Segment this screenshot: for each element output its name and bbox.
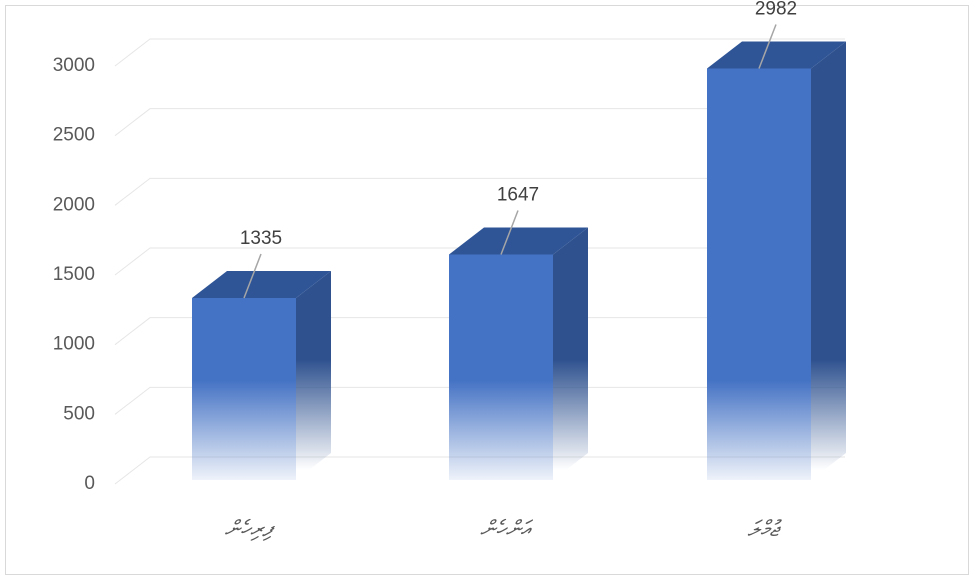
y-tick-label: 1500 <box>53 264 95 285</box>
leader-line <box>758 24 777 69</box>
bar <box>707 41 846 481</box>
leader-line <box>243 253 262 299</box>
x-tick-label: އަންހެން <box>480 516 534 541</box>
bar-top <box>449 227 588 255</box>
y-tick-label: 3000 <box>53 55 95 76</box>
grid-line <box>114 177 845 206</box>
bar-top <box>707 41 846 69</box>
bar-side <box>296 270 331 480</box>
y-tick-label: 2500 <box>53 125 95 146</box>
bar-front <box>707 68 811 481</box>
y-tick-label: 500 <box>63 403 95 424</box>
bar-front <box>449 254 553 480</box>
y-tick-label: 0 <box>84 473 95 494</box>
bar <box>192 270 331 480</box>
y-tick-label: 2000 <box>53 194 95 215</box>
bar-side <box>553 227 588 480</box>
data-label: 1647 <box>497 185 539 206</box>
grid-line <box>114 38 845 67</box>
x-tick-label: ޖުމްލަ <box>747 516 781 541</box>
leader-line <box>500 210 519 255</box>
bar-front <box>192 297 296 480</box>
data-label: 1335 <box>240 228 282 249</box>
grid-line <box>114 386 845 415</box>
bar <box>449 227 588 480</box>
bar-top <box>192 270 331 298</box>
data-label: 2982 <box>755 0 797 20</box>
grid-line <box>114 317 845 346</box>
x-tick-label: ފިރިހެން <box>225 516 276 541</box>
grid-line <box>114 456 845 485</box>
grid-line <box>114 108 845 137</box>
grid-line <box>114 247 845 276</box>
y-tick-label: 1000 <box>53 334 95 355</box>
bar-side <box>811 41 846 481</box>
